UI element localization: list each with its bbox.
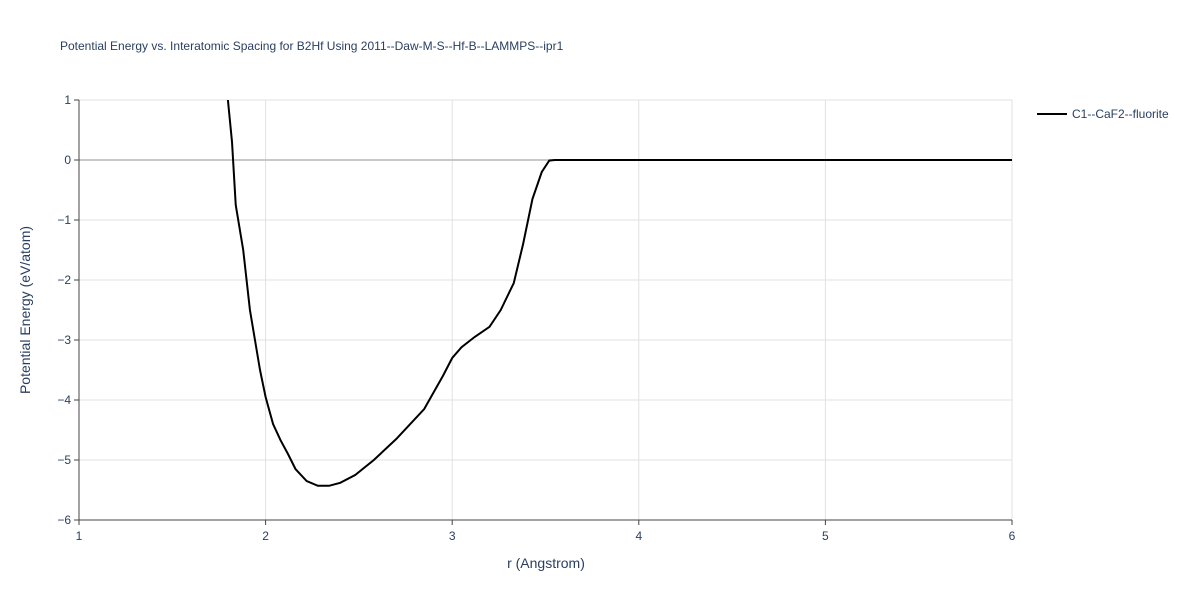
y-tick-label: −1 bbox=[57, 213, 71, 227]
y-tick-label: 1 bbox=[64, 93, 71, 107]
y-tick-label: −2 bbox=[57, 273, 71, 287]
chart-title: Potential Energy vs. Interatomic Spacing… bbox=[60, 39, 564, 53]
x-tick-label: 2 bbox=[262, 529, 269, 543]
x-tick-label: 1 bbox=[76, 529, 83, 543]
y-tick-label: −4 bbox=[57, 393, 71, 407]
x-tick-label: 4 bbox=[635, 529, 642, 543]
x-tick-label: 5 bbox=[822, 529, 829, 543]
x-tick-label: 3 bbox=[449, 529, 456, 543]
grid bbox=[78, 99, 1013, 521]
y-tick-label: −5 bbox=[57, 453, 71, 467]
x-tick-label: 6 bbox=[1009, 529, 1016, 543]
y-axis-title: Potential Energy (eV/atom) bbox=[17, 226, 33, 394]
y-tick-label: −3 bbox=[57, 333, 71, 347]
y-tick-label: 0 bbox=[64, 153, 71, 167]
x-axis-title: r (Angstrom) bbox=[507, 555, 585, 571]
legend-label: C1--CaF2--fluorite bbox=[1072, 107, 1169, 121]
y-tick-label: −6 bbox=[57, 513, 71, 527]
data-line bbox=[226, 100, 1012, 487]
